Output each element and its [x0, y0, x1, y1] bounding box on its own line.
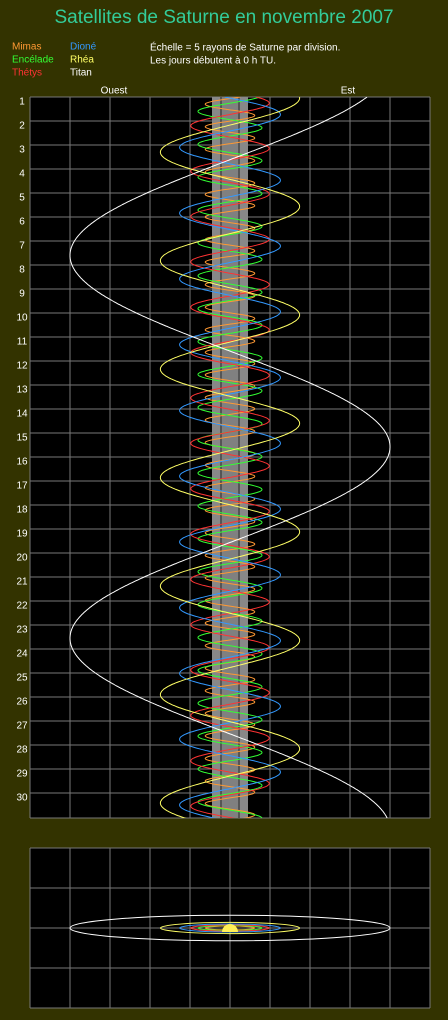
day-label: 9 — [19, 289, 25, 300]
day-label: 25 — [16, 673, 28, 684]
satellite-trace — [197, 97, 263, 818]
day-label: 6 — [19, 217, 25, 228]
legend-entry: Titan — [70, 68, 92, 79]
saturn — [222, 924, 238, 932]
day-label: 14 — [16, 409, 28, 420]
labels: 1234567891011121314151617181920212223242… — [12, 42, 97, 804]
day-label: 15 — [16, 433, 28, 444]
saturn-band — [222, 97, 238, 818]
satellite-trace — [204, 97, 256, 818]
satellite-trace — [159, 97, 301, 818]
orbit — [69, 914, 391, 942]
traces — [69, 97, 391, 818]
day-label: 28 — [16, 745, 28, 756]
satellite-trace — [190, 97, 270, 818]
day-label: 12 — [16, 361, 28, 372]
day-label: 17 — [16, 481, 28, 492]
satellite-trace — [69, 97, 391, 818]
orbit — [159, 921, 301, 935]
chart-title: Satellites de Saturne en novembre 2007 — [54, 7, 393, 28]
day-label: 13 — [16, 385, 28, 396]
day-label: 16 — [16, 457, 28, 468]
day-label: 5 — [19, 193, 25, 204]
day-label: 29 — [16, 769, 28, 780]
legend-entry: Rhéa — [70, 55, 94, 66]
day-label: 4 — [19, 169, 25, 180]
note: Échelle = 5 rayons de Saturne par divisi… — [150, 41, 340, 54]
day-label: 7 — [19, 241, 25, 252]
west-label: Ouest — [101, 86, 128, 97]
day-label: 8 — [19, 265, 25, 276]
day-label: 19 — [16, 529, 28, 540]
day-label: 10 — [16, 313, 28, 324]
day-label: 24 — [16, 649, 28, 660]
day-label: 11 — [17, 337, 28, 348]
day-label: 26 — [16, 697, 28, 708]
day-label: 2 — [19, 121, 25, 132]
legend-entry: Thétys — [12, 68, 42, 79]
east-label: Est — [341, 86, 356, 97]
legend-entry: Encélade — [12, 55, 54, 66]
day-label: 21 — [16, 577, 28, 588]
legend-entry: Dioné — [70, 42, 97, 53]
legend-entry: Mimas — [12, 42, 41, 53]
day-label: 27 — [16, 721, 28, 732]
note: Les jours débutent à 0 h TU. — [150, 56, 276, 67]
day-label: 22 — [16, 601, 28, 612]
satellite-trace — [179, 97, 281, 818]
day-label: 23 — [16, 625, 28, 636]
day-label: 20 — [16, 553, 28, 564]
day-label: 3 — [19, 145, 25, 156]
day-label: 1 — [19, 97, 25, 108]
day-label: 18 — [16, 505, 28, 516]
orbit — [179, 923, 281, 933]
day-label: 30 — [16, 793, 28, 804]
